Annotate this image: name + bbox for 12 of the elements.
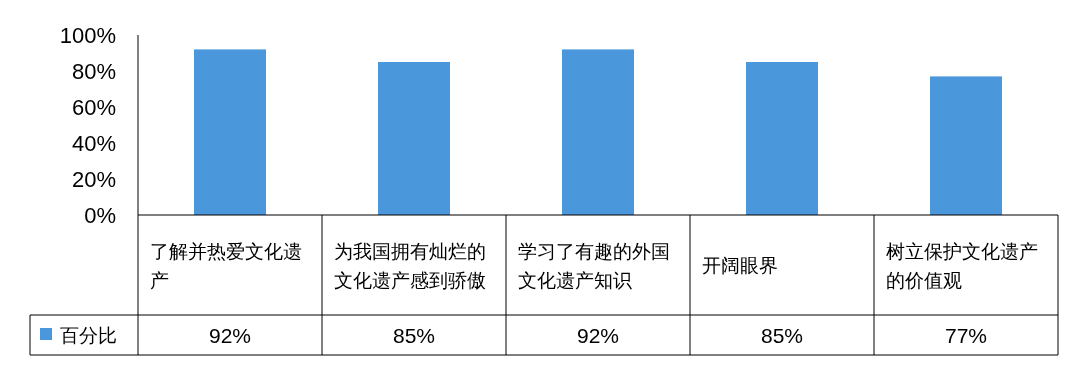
y-tick-label: 60%: [71, 95, 116, 120]
data-label: 92%: [576, 324, 620, 347]
y-tick-label: 0%: [84, 203, 116, 228]
data-label: 85%: [392, 324, 436, 347]
legend-label: 百分比: [60, 325, 117, 346]
data-label: 92%: [208, 324, 252, 347]
y-tick-label: 40%: [71, 131, 116, 156]
y-tick-label: 80%: [71, 59, 116, 84]
y-tick-label: 100%: [59, 23, 116, 48]
y-tick-label: 20%: [71, 167, 116, 192]
data-label: 85%: [760, 324, 804, 347]
data-label: 77%: [944, 324, 988, 347]
